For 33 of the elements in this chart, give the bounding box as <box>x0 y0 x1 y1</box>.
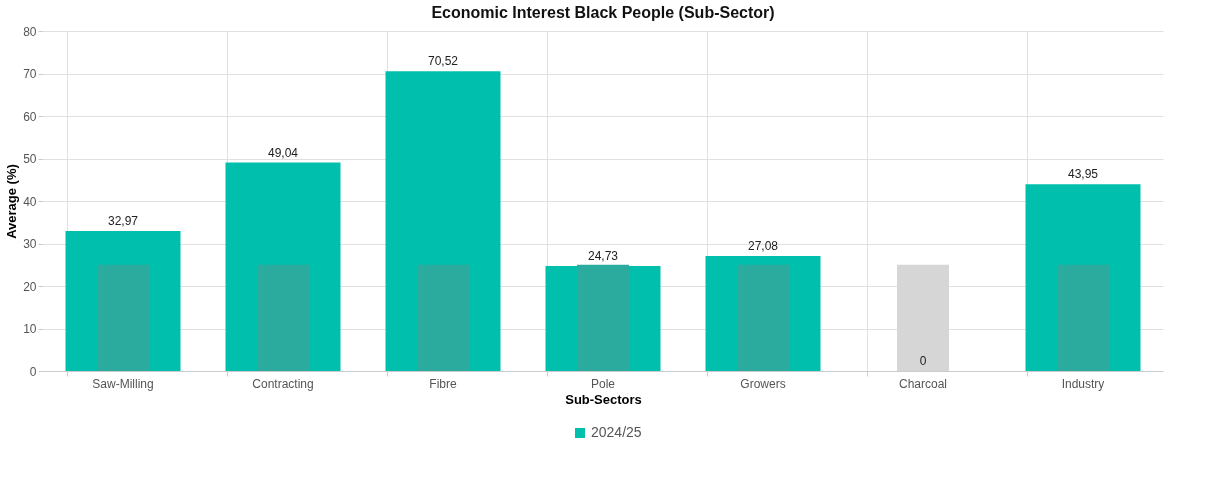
y-tick-label: 10 <box>23 322 37 336</box>
y-axis-title: Average (%) <box>4 164 20 239</box>
bar <box>97 264 149 371</box>
bar <box>257 264 309 371</box>
y-tick-label: 70 <box>23 67 37 81</box>
y-tick-label: 80 <box>23 24 37 39</box>
y-tick-label: 0 <box>29 364 37 379</box>
data-label: 43,95 <box>1067 167 1099 182</box>
x-tick-label: Industry <box>1061 376 1105 391</box>
x-axis-title: Sub-Sectors <box>565 391 642 407</box>
y-tick-label: 50 <box>23 152 37 166</box>
y-tick-label: 60 <box>23 109 37 124</box>
x-tick-label: Pole <box>590 376 616 391</box>
bar <box>417 264 469 371</box>
bar <box>1057 264 1109 371</box>
x-tick-label: Fibre <box>429 376 457 391</box>
data-label: 27,08 <box>747 238 779 253</box>
data-label: 49,04 <box>267 145 299 160</box>
legend-label: 2024/25 <box>591 424 642 440</box>
bar <box>577 264 629 371</box>
data-label: 32,97 <box>107 213 139 228</box>
chart-title: Economic Interest Black People (Sub-Sector) <box>431 4 775 21</box>
x-tick-label: Growers <box>740 376 786 391</box>
data-label: 24,73 <box>587 248 619 263</box>
data-label: 70,52 <box>427 54 459 69</box>
y-tick-label: 40 <box>23 194 37 209</box>
x-tick-label: Contracting <box>252 376 314 391</box>
y-tick-label: 20 <box>23 279 37 294</box>
bar <box>737 264 789 371</box>
data-label: 0 <box>919 354 927 368</box>
x-tick-label: Saw-Milling <box>92 376 154 391</box>
y-tick-label: 30 <box>23 237 37 251</box>
x-tick-label: Charcoal <box>898 376 948 391</box>
